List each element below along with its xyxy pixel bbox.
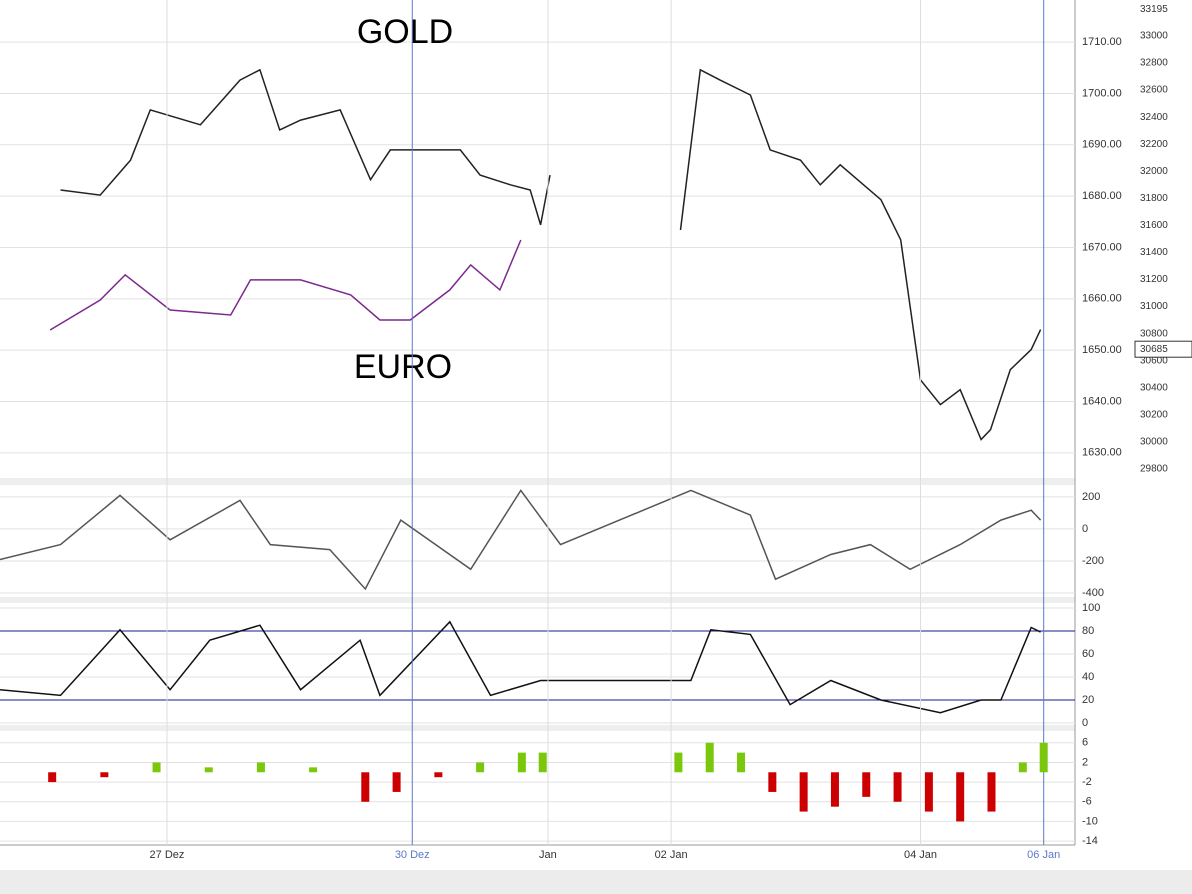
histogram-bar — [674, 752, 683, 773]
y-tick-label: 0 — [1082, 717, 1088, 729]
panel-separator — [0, 597, 1075, 603]
panel-separator — [0, 725, 1075, 731]
y2-tick-label: 30400 — [1140, 382, 1168, 393]
y-tick-label: -2 — [1082, 776, 1092, 788]
panel-separator — [0, 478, 1075, 485]
y2-tick-label: 31200 — [1140, 274, 1168, 285]
current-marker: 30685 — [1140, 344, 1168, 355]
histogram-bar — [1039, 742, 1048, 773]
y-tick-label: -400 — [1082, 587, 1104, 599]
histogram-bar — [361, 772, 370, 802]
histogram-bar — [1018, 762, 1027, 773]
histogram-bar — [48, 772, 57, 783]
x-tick-label: 30 Dez — [395, 849, 430, 861]
x-tick-label: 27 Dez — [150, 849, 185, 861]
histogram-bar — [517, 752, 526, 773]
y2-tick-label: 30600 — [1140, 355, 1168, 366]
y2-tick-label: 32800 — [1140, 58, 1168, 69]
histogram-bar — [204, 767, 213, 773]
y-tick-label: 100 — [1082, 602, 1100, 614]
histogram-bar — [799, 772, 808, 812]
histogram-bar — [100, 772, 109, 778]
y2-tick-label: 30200 — [1140, 409, 1168, 420]
y2-tick-label: 32600 — [1140, 85, 1168, 96]
y2-tick-label: 31800 — [1140, 193, 1168, 204]
y-tick-label: 1660.00 — [1082, 293, 1122, 305]
histogram-bar — [256, 762, 265, 773]
histogram-bar — [768, 772, 777, 792]
histogram-bar — [737, 752, 746, 773]
y-tick-label: 1710.00 — [1082, 36, 1122, 48]
histogram-bar — [893, 772, 902, 802]
y2-tick-label: 32000 — [1140, 166, 1168, 177]
series-line — [49, 239, 522, 331]
y-tick-label: 60 — [1082, 648, 1094, 660]
histogram-bar — [862, 772, 871, 797]
histogram-bar — [309, 767, 318, 773]
histogram-bar — [476, 762, 485, 773]
background — [0, 0, 1192, 870]
histogram-bar — [987, 772, 996, 812]
y2-tick-label: 30800 — [1140, 328, 1168, 339]
histogram-bar — [538, 752, 547, 773]
histogram-bar — [924, 772, 933, 812]
y-tick-label: 1650.00 — [1082, 344, 1122, 356]
y-tick-label: 1670.00 — [1082, 241, 1122, 253]
y-tick-label: 0 — [1082, 523, 1088, 535]
x-tick-label: 02 Jan — [655, 849, 688, 861]
y-tick-label: 20 — [1082, 694, 1094, 706]
current-marker-box — [1134, 340, 1192, 358]
y-tick-label: 1630.00 — [1082, 447, 1122, 459]
y-tick-label: 2 — [1082, 756, 1088, 768]
histogram-bar — [434, 772, 443, 778]
y-tick-label: 1640.00 — [1082, 395, 1122, 407]
annotation: GOLD — [357, 13, 453, 51]
y2-tick-label: 33195 — [1140, 4, 1168, 15]
y-tick-label: 1690.00 — [1082, 139, 1122, 151]
y-tick-label: 1700.00 — [1082, 87, 1122, 99]
histogram-bar — [705, 742, 714, 773]
y-tick-label: 1680.00 — [1082, 190, 1122, 202]
annotation: EURO — [354, 348, 452, 386]
y2-tick-label: 33000 — [1140, 31, 1168, 42]
y-tick-label: 6 — [1082, 737, 1088, 749]
y2-tick-label: 31400 — [1140, 247, 1168, 258]
y-tick-label: -14 — [1082, 835, 1098, 847]
y2-tick-label: 30000 — [1140, 437, 1168, 448]
series-line — [0, 620, 1041, 714]
y-tick-label: 40 — [1082, 671, 1094, 683]
histogram-bar — [830, 772, 839, 807]
series-line — [0, 489, 1042, 591]
y-tick-label: -200 — [1082, 555, 1104, 567]
histogram-bar — [956, 772, 965, 822]
y2-tick-label: 31600 — [1140, 220, 1168, 231]
histogram-bar — [392, 772, 401, 792]
y-tick-label: 200 — [1082, 491, 1100, 503]
y2-tick-label: 29800 — [1140, 464, 1168, 475]
x-tick-label: 06 Jan — [1027, 849, 1060, 861]
y2-tick-label: 32400 — [1140, 112, 1168, 123]
x-tick-label: Jan — [539, 849, 557, 861]
y2-tick-label: 32200 — [1140, 139, 1168, 150]
y-tick-label: -10 — [1082, 815, 1098, 827]
y-tick-label: 80 — [1082, 625, 1094, 637]
x-tick-label: 04 Jan — [904, 849, 937, 861]
y-tick-label: -6 — [1082, 796, 1092, 808]
series-line — [60, 68, 1042, 441]
y2-tick-label: 31000 — [1140, 301, 1168, 312]
histogram-bar — [152, 762, 161, 773]
